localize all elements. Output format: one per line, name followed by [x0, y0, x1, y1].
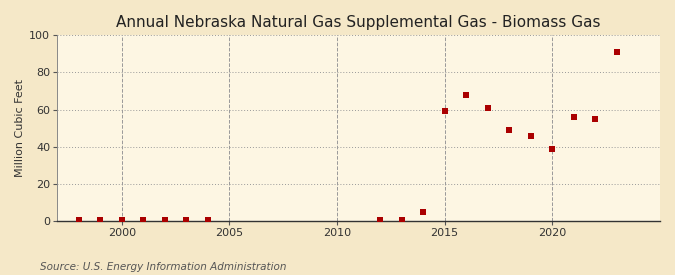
Point: [612, 50, 622, 54]
Point: [504, 128, 514, 132]
Point: [138, 218, 148, 222]
Point: [418, 210, 429, 214]
Y-axis label: Million Cubic Feet: Million Cubic Feet: [15, 79, 25, 177]
Text: Source: U.S. Energy Information Administration: Source: U.S. Energy Information Administ…: [40, 262, 287, 272]
Point: [116, 218, 127, 222]
Point: [568, 115, 579, 119]
Point: [375, 218, 385, 222]
Point: [439, 109, 450, 114]
Point: [461, 93, 472, 97]
Point: [202, 218, 213, 222]
Point: [181, 218, 192, 222]
Point: [547, 146, 558, 151]
Point: [396, 218, 407, 222]
Point: [590, 117, 601, 121]
Point: [525, 133, 536, 138]
Point: [159, 218, 170, 222]
Point: [483, 106, 493, 110]
Title: Annual Nebraska Natural Gas Supplemental Gas - Biomass Gas: Annual Nebraska Natural Gas Supplemental…: [116, 15, 601, 30]
Point: [74, 218, 84, 222]
Point: [95, 218, 105, 222]
